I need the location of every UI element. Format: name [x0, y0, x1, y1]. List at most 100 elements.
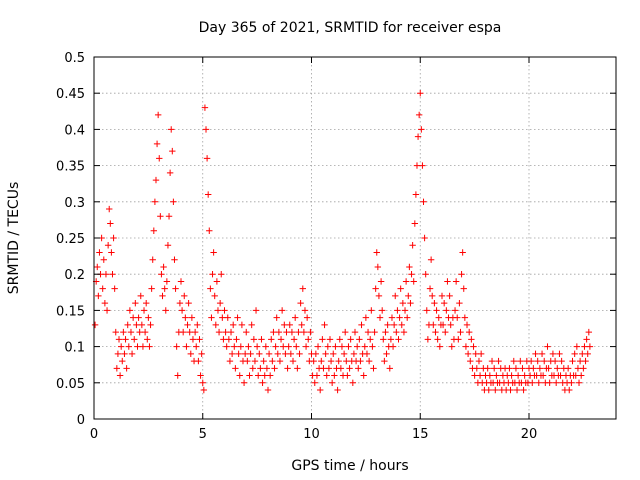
data-point: [435, 314, 442, 321]
data-point: [313, 372, 321, 379]
data-point: [395, 336, 402, 343]
data-point: [484, 365, 491, 372]
data-point: [253, 343, 261, 350]
data-point: [371, 328, 378, 336]
data-point: [459, 249, 466, 256]
data-point: [485, 386, 492, 394]
data-point: [574, 365, 582, 372]
data-point: [402, 278, 410, 285]
data-point: [451, 307, 459, 314]
data-point: [417, 90, 424, 97]
data-point: [412, 191, 420, 198]
data-point: [245, 343, 252, 350]
y-tick-label: 0.4: [64, 123, 85, 138]
data-point: [296, 350, 303, 358]
data-point: [198, 350, 205, 358]
data-point: [143, 299, 150, 307]
data-point: [291, 314, 299, 321]
data-point: [382, 328, 389, 336]
data-point: [314, 343, 322, 350]
data-point: [273, 314, 280, 321]
data-point: [196, 336, 203, 343]
data-point: [373, 249, 380, 256]
data-point: [336, 336, 343, 343]
data-point: [383, 350, 390, 358]
x-tick-label: 20: [521, 427, 538, 442]
data-point: [150, 227, 158, 234]
data-point: [127, 328, 135, 336]
data-point: [147, 321, 154, 329]
data-point: [418, 126, 425, 133]
data-point: [129, 314, 137, 321]
data-point: [212, 321, 219, 329]
data-point: [335, 357, 342, 365]
data-point: [249, 365, 256, 372]
data-point: [222, 328, 229, 336]
data-point: [355, 365, 362, 372]
data-point: [159, 292, 166, 300]
data-point: [512, 365, 520, 372]
data-point: [194, 321, 201, 329]
data-point: [372, 285, 379, 292]
data-point: [234, 314, 241, 321]
data-point: [312, 350, 320, 358]
data-point: [106, 205, 113, 213]
y-tick-label: 0.5: [64, 51, 85, 66]
data-point: [472, 350, 479, 358]
data-point: [571, 350, 578, 358]
data-point: [218, 271, 225, 278]
data-point: [214, 307, 222, 314]
data-point: [285, 343, 292, 350]
y-tick-labels: 0 0.05 0.1 0.15 0.2 0.25 0.3 0.35 0.4 0.45 0.5: [56, 51, 85, 428]
data-point: [375, 292, 383, 300]
data-point: [517, 357, 524, 365]
data-point: [176, 299, 184, 307]
data-point: [324, 343, 332, 350]
data-point: [557, 372, 564, 379]
data-point: [440, 299, 448, 307]
data-point: [187, 350, 194, 358]
data-point: [423, 307, 430, 314]
data-point: [241, 350, 249, 358]
y-tick-label: 0.15: [56, 304, 85, 319]
data-point: [133, 321, 140, 329]
x-tick-label: 10: [303, 427, 320, 442]
data-point: [260, 357, 267, 365]
data-point: [219, 314, 226, 321]
data-point: [534, 357, 541, 365]
data-point: [107, 220, 114, 227]
data-point: [491, 365, 498, 372]
data-point: [368, 307, 375, 314]
data-point: [256, 350, 263, 358]
data-point: [165, 213, 173, 220]
data-point: [153, 140, 161, 148]
data-point: [268, 336, 275, 343]
data-point: [569, 357, 576, 365]
data-point: [197, 372, 204, 379]
data-point: [460, 285, 467, 292]
data-point: [463, 321, 471, 329]
data-point: [367, 336, 374, 343]
data-point: [406, 263, 413, 271]
data-point: [429, 292, 436, 300]
data-point: [121, 350, 128, 358]
data-point: [361, 343, 368, 350]
data-point: [169, 147, 176, 155]
data-point: [128, 350, 136, 358]
data-point: [206, 227, 213, 234]
data-point: [270, 328, 277, 336]
data-point: [442, 328, 449, 336]
x-tick-label: 5: [199, 427, 207, 442]
data-point: [166, 169, 174, 177]
data-point: [419, 162, 426, 169]
data-point: [506, 365, 513, 372]
data-point: [207, 285, 214, 292]
data-point: [381, 357, 388, 365]
data-point: [420, 198, 427, 205]
data-point: [265, 350, 273, 358]
data-point: [421, 234, 428, 242]
data-point: [338, 343, 346, 350]
y-tick-label: 0.05: [56, 377, 85, 392]
data-point: [471, 372, 478, 379]
data-point: [99, 285, 106, 292]
